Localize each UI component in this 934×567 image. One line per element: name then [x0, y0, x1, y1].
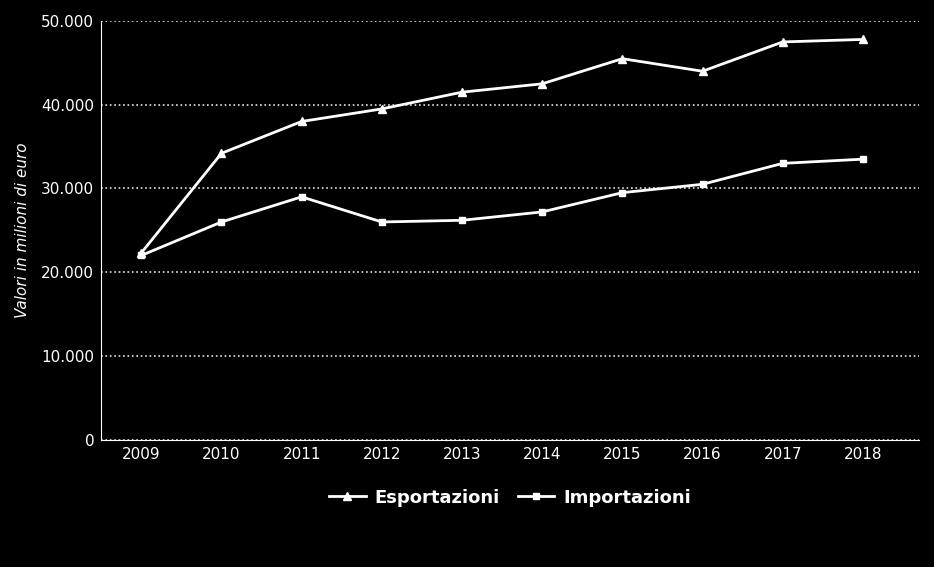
Esportazioni	[216, 150, 227, 156]
Esportazioni	[296, 118, 307, 125]
Line: Esportazioni: Esportazioni	[137, 35, 867, 257]
Esportazioni	[135, 249, 147, 256]
Importazioni	[536, 209, 547, 215]
Y-axis label: Valori in milioni di euro: Valori in milioni di euro	[15, 142, 30, 318]
Importazioni	[376, 218, 388, 225]
Esportazioni	[777, 39, 788, 45]
Esportazioni	[857, 36, 869, 43]
Importazioni	[857, 156, 869, 163]
Importazioni	[296, 193, 307, 200]
Importazioni	[616, 189, 628, 196]
Esportazioni	[536, 81, 547, 87]
Esportazioni	[616, 55, 628, 62]
Importazioni	[697, 181, 708, 188]
Importazioni	[457, 217, 468, 224]
Importazioni	[777, 160, 788, 167]
Line: Importazioni: Importazioni	[138, 156, 867, 259]
Importazioni	[216, 218, 227, 225]
Esportazioni	[697, 68, 708, 75]
Esportazioni	[457, 89, 468, 96]
Esportazioni	[376, 105, 388, 112]
Importazioni	[135, 252, 147, 259]
Legend: Esportazioni, Importazioni: Esportazioni, Importazioni	[322, 482, 698, 514]
